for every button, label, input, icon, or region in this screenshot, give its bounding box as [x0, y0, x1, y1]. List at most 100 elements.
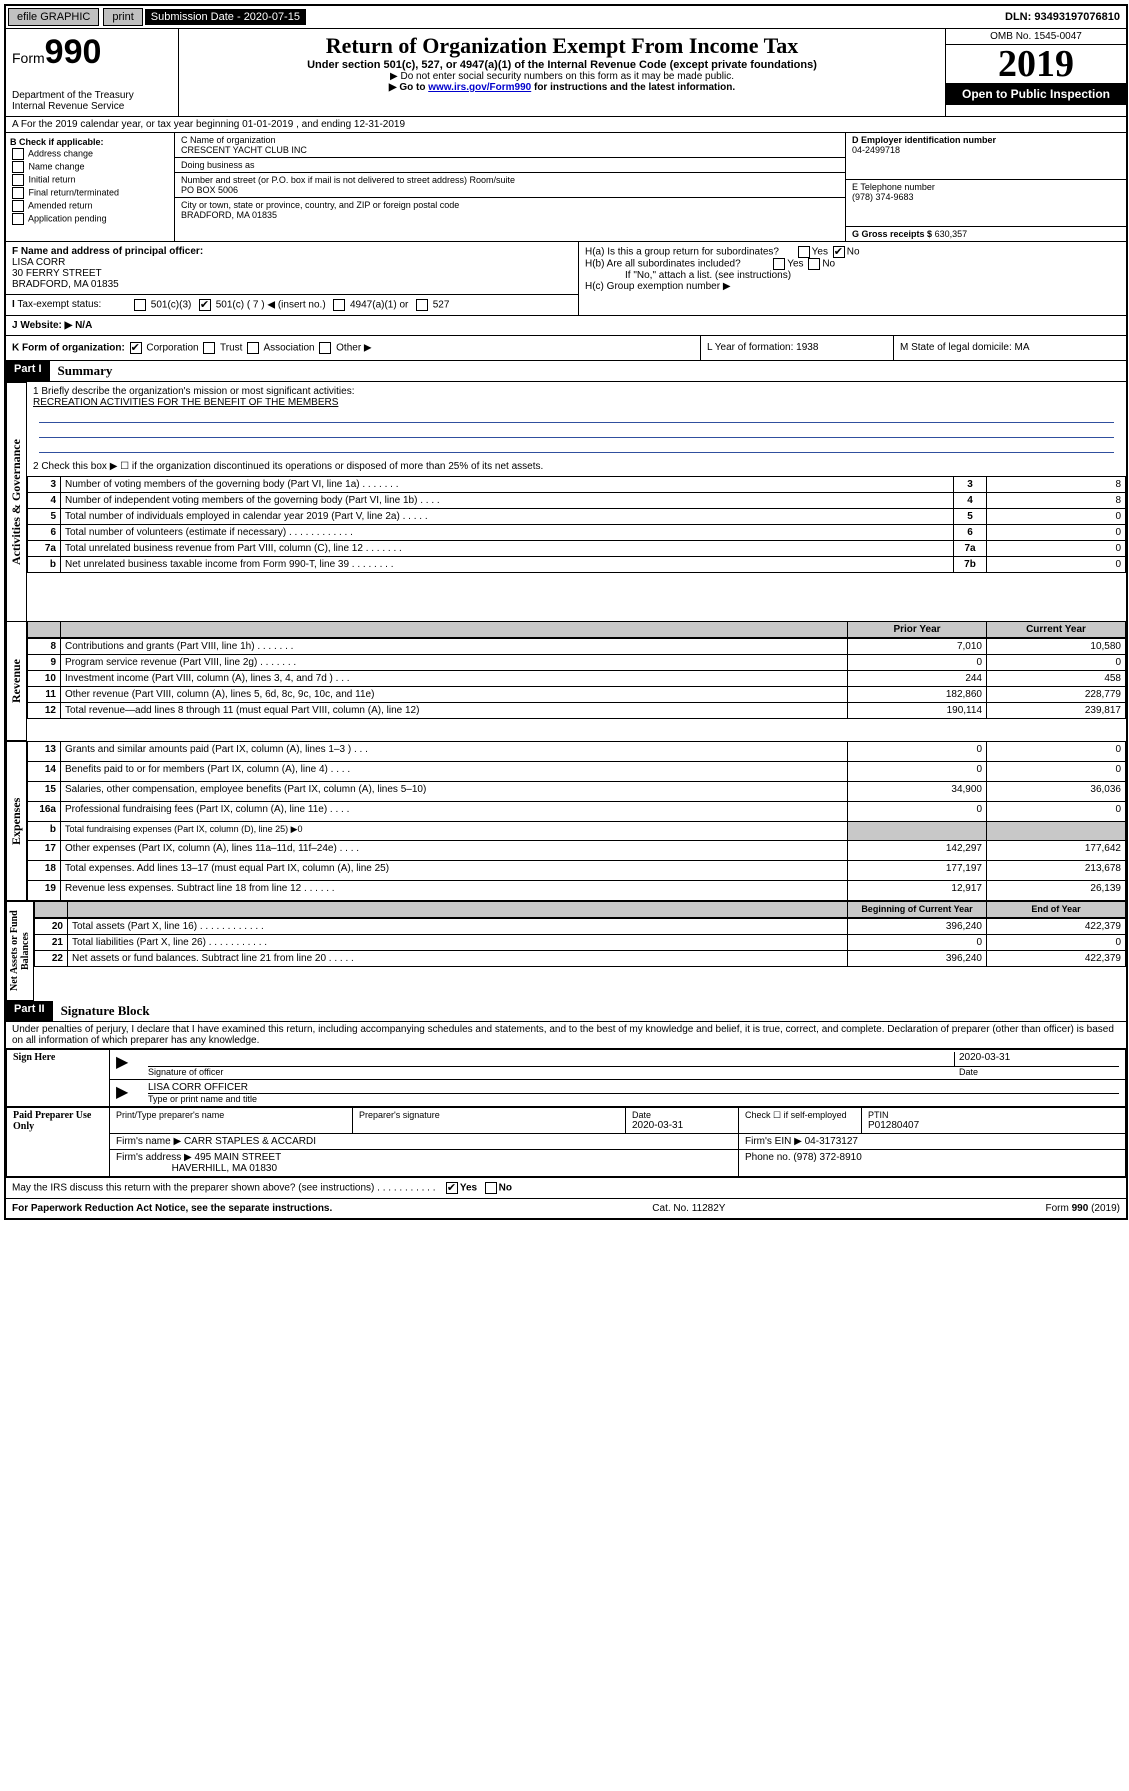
part-ii-title: Signature Block [53, 1001, 158, 1021]
irs-link[interactable]: www.irs.gov/Form990 [428, 82, 531, 93]
officer-addr1: 30 FERRY STREET [12, 268, 572, 279]
phone: (978) 374-9683 [852, 192, 1120, 202]
ein: 04-2499718 [852, 145, 1120, 155]
table-row: 13Grants and similar amounts paid (Part … [28, 742, 1126, 762]
opt-other: Other ▶ [336, 343, 371, 354]
table-row: 17Other expenses (Part IX, column (A), l… [28, 841, 1126, 861]
form-container: efile GRAPHIC print Submission Date - 20… [4, 4, 1128, 1220]
cb-trust[interactable] [203, 342, 215, 354]
section-b-checkboxes: B Check if applicable: Address change Na… [6, 133, 175, 241]
efile-label: efile GRAPHIC [8, 8, 99, 26]
dept-treasury: Department of the Treasury Internal Reve… [12, 90, 172, 112]
firm-label: Firm's name ▶ [116, 1136, 181, 1147]
form-subtitle: Under section 501(c), 527, or 4947(a)(1)… [183, 59, 941, 71]
table-rev-header: Prior YearCurrent Year [27, 621, 1126, 638]
arrow-icon: ▶ [116, 1054, 128, 1071]
opt-assoc: Association [263, 343, 314, 354]
cat-no: Cat. No. 11282Y [652, 1203, 725, 1214]
form-title: Return of Organization Exempt From Incom… [183, 33, 941, 59]
table-row: 19Revenue less expenses. Subtract line 1… [28, 881, 1126, 901]
table-row: 7aTotal unrelated business revenue from … [28, 541, 1126, 557]
prep-date: 2020-03-31 [632, 1120, 732, 1131]
gross-receipts: 630,357 [935, 229, 968, 239]
prep-sig-hdr: Preparer's signature [359, 1110, 619, 1120]
opt-corp: Corporation [146, 343, 198, 354]
cb-501c[interactable] [199, 299, 211, 311]
table-row: 15Salaries, other compensation, employee… [28, 781, 1126, 801]
table-row: 18Total expenses. Add lines 13–17 (must … [28, 861, 1126, 881]
firm-phone: (978) 372-8910 [793, 1152, 861, 1163]
cb-other[interactable] [319, 342, 331, 354]
org-name: CRESCENT YACHT CLUB INC [181, 145, 839, 155]
city-label: City or town, state or province, country… [181, 200, 839, 210]
perjury-declaration: Under penalties of perjury, I declare th… [6, 1022, 1126, 1049]
ptin-hdr: PTIN [868, 1110, 1119, 1120]
ha-no[interactable] [833, 246, 845, 258]
cb-527[interactable] [416, 299, 428, 311]
k-label: K Form of organization: [12, 343, 125, 354]
hc: H(c) Group exemption number ▶ [585, 281, 1120, 292]
table-row: 12Total revenue—add lines 8 through 11 (… [28, 703, 1126, 719]
preparer-table: Paid Preparer Use Only Print/Type prepar… [6, 1107, 1126, 1177]
table-row: 16aProfessional fundraising fees (Part I… [28, 801, 1126, 821]
sig-officer-label: Signature of officer [148, 1067, 955, 1077]
discuss-no[interactable] [485, 1182, 497, 1194]
firm-addr-label: Firm's address ▶ [116, 1152, 192, 1163]
table-row: 21Total liabilities (Part X, line 26) . … [35, 935, 1126, 951]
col-current: Current Year [987, 622, 1126, 638]
opt-trust: Trust [220, 343, 242, 354]
opt-4947: 4947(a)(1) or [350, 300, 408, 311]
row-j-website: J Website: ▶ N/A [6, 316, 1126, 336]
goto-pre: ▶ Go to [389, 82, 428, 93]
row-m: M State of legal domicile: MA [894, 336, 1126, 360]
table-row: 9Program service revenue (Part VIII, lin… [28, 655, 1126, 671]
col-beg: Beginning of Current Year [848, 902, 987, 918]
table-row: 10Investment income (Part VIII, column (… [28, 671, 1126, 687]
col-prior: Prior Year [848, 622, 987, 638]
cb-final-return[interactable]: Final return/terminated [10, 187, 170, 199]
submission-date: Submission Date - 2020-07-15 [145, 9, 306, 25]
prep-date-hdr: Date [632, 1110, 732, 1120]
cb-corp[interactable] [130, 342, 142, 354]
cb-name-change[interactable]: Name change [10, 161, 170, 173]
q2-label: 2 Check this box ▶ ☐ if the organization… [33, 461, 1120, 472]
form-990: 990 [45, 33, 102, 71]
col-end: End of Year [987, 902, 1126, 918]
cb-assoc[interactable] [247, 342, 259, 354]
arrow-icon-2: ▶ [116, 1084, 128, 1101]
opt-501c: 501(c) ( 7 ) ◀ (insert no.) [216, 300, 326, 311]
cb-amended-return[interactable]: Amended return [10, 200, 170, 212]
table-expenses: 13Grants and similar amounts paid (Part … [27, 741, 1126, 901]
side-governance: Activities & Governance [6, 382, 27, 621]
g-label: G Gross receipts $ [852, 229, 932, 239]
side-revenue: Revenue [6, 621, 27, 741]
prep-name-hdr: Print/Type preparer's name [116, 1110, 346, 1120]
cb-address-change[interactable]: Address change [10, 148, 170, 160]
side-netassets: Net Assets or Fund Balances [6, 901, 34, 1001]
goto-post: for instructions and the latest informat… [531, 82, 735, 93]
ha-yes[interactable] [798, 246, 810, 258]
opt-527: 527 [433, 300, 450, 311]
discuss-row: May the IRS discuss this return with the… [6, 1177, 1126, 1198]
officer-addr2: BRADFORD, MA 01835 [12, 279, 572, 290]
org-address: PO BOX 5006 [181, 185, 839, 195]
hb-yes[interactable] [773, 258, 785, 270]
officer-name: LISA CORR [12, 257, 572, 268]
ssn-note: ▶ Do not enter social security numbers o… [183, 71, 941, 82]
i-label: Tax-exempt status: [17, 299, 101, 310]
cb-initial-return[interactable]: Initial return [10, 174, 170, 186]
hb-no[interactable] [808, 258, 820, 270]
cb-application-pending[interactable]: Application pending [10, 213, 170, 225]
cb-501c3[interactable] [134, 299, 146, 311]
print-button[interactable]: print [103, 8, 142, 26]
signature-table: Sign Here ▶ 2020-03-31 Signature of offi… [6, 1049, 1126, 1107]
firm-phone-label: Phone no. [745, 1152, 791, 1163]
discuss-yes[interactable] [446, 1182, 458, 1194]
table-row: 4Number of independent voting members of… [28, 493, 1126, 509]
row-k: K Form of organization: Corporation Trus… [6, 336, 701, 360]
pra-notice: For Paperwork Reduction Act Notice, see … [12, 1203, 332, 1214]
table-row: 8Contributions and grants (Part VIII, li… [28, 639, 1126, 655]
table-row: 11Other revenue (Part VIII, column (A), … [28, 687, 1126, 703]
addr-label: Number and street (or P.O. box if mail i… [181, 175, 839, 185]
cb-4947[interactable] [333, 299, 345, 311]
